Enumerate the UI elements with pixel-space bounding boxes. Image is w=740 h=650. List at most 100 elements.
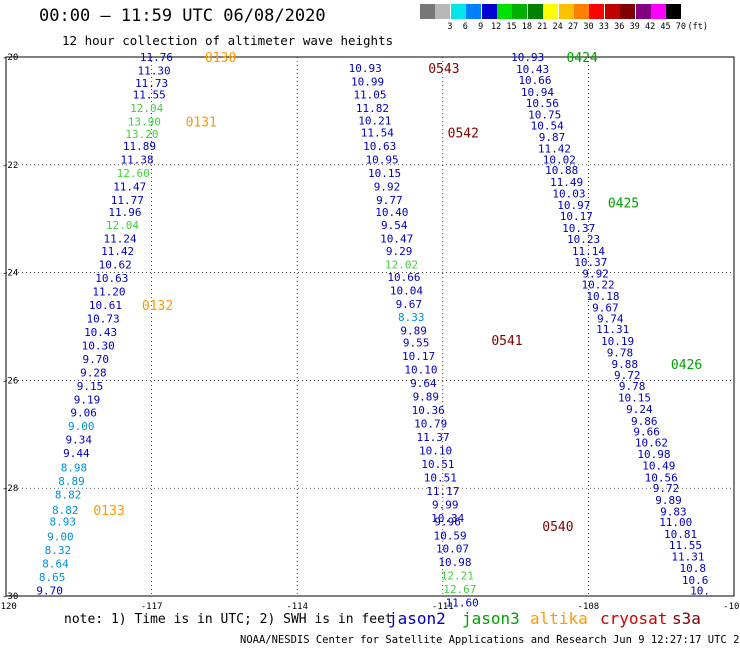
swh-value-label: 9.86	[631, 415, 658, 428]
swh-value-label: 10.94	[521, 86, 554, 99]
scale-label: 45	[660, 22, 671, 32]
swh-value-label: 9.89	[413, 391, 440, 404]
y-tick-label: -26	[2, 376, 18, 386]
swh-value-label: 9.89	[400, 324, 427, 337]
swh-value-label: 8.64	[42, 558, 69, 571]
swh-value-label: 9.28	[80, 366, 107, 379]
swh-value-label: 10.17	[402, 350, 435, 363]
swh-value-label: 8.65	[39, 571, 66, 584]
swh-value-label: 10.73	[87, 312, 120, 325]
legend-item-cryosat: cryosat	[600, 609, 668, 628]
pass-time-label: 0426	[671, 358, 702, 373]
scale-label: 18	[521, 22, 533, 32]
footer-note: note: 1) Time is in UTC; 2) SWH is in fe…	[64, 612, 393, 627]
pass-time-label: 0424	[567, 51, 598, 66]
swh-value-label: 9.29	[386, 245, 413, 258]
scale-swatch	[620, 4, 636, 19]
swh-value-label: 8.82	[52, 504, 79, 517]
x-tick-label: -117	[141, 602, 163, 612]
swh-value-label: 8.93	[50, 516, 77, 529]
scale-swatch	[450, 4, 466, 19]
scale-label: 27	[567, 22, 579, 32]
x-tick-label: -105	[723, 602, 740, 612]
page-title: 00:00 – 11:59 UTC 06/08/2020	[39, 6, 326, 26]
x-tick-label: -114	[286, 602, 308, 612]
pass-time-label: 0542	[448, 126, 479, 141]
swh-value-label: 10.04	[390, 284, 423, 297]
swh-value-label: 9.24	[626, 403, 653, 416]
swh-value-label: 11.42	[101, 245, 134, 258]
scale-swatch	[604, 4, 620, 19]
scale-swatch	[651, 4, 666, 19]
swh-value-label: 12.67	[443, 583, 476, 596]
swh-value-label: 10.63	[363, 140, 396, 153]
swh-value-label: 10.56	[526, 97, 559, 110]
swh-value-label: 10.54	[531, 119, 564, 132]
swh-value-label: 10.36	[412, 404, 445, 417]
swh-value-label: 10.99	[351, 75, 384, 88]
swh-value-label: 10.40	[375, 206, 408, 219]
swh-value-label: 10.15	[368, 167, 401, 180]
legend-item-jason2: jason2	[388, 609, 446, 628]
swh-value-label: 11.82	[356, 102, 389, 115]
scale-label: 33	[598, 22, 610, 32]
swh-value-label: 10.62	[99, 259, 132, 272]
pass-time-label: 0425	[608, 197, 639, 212]
swh-value-label: 10.6	[682, 574, 709, 587]
swh-value-label: 10.63	[95, 272, 128, 285]
swh-value-label: 11.77	[111, 194, 144, 207]
swh-value-label: 10.34	[431, 512, 464, 525]
swh-value-label: 11.31	[671, 551, 704, 564]
swh-value-label: 10.10	[419, 444, 452, 457]
swh-value-label: 10.93	[349, 62, 382, 75]
swh-value-label: 11.14	[572, 245, 605, 258]
pass-time-label: 0133	[93, 504, 124, 519]
pass-time-label: 0541	[491, 334, 522, 349]
swh-value-label: 10.43	[516, 63, 549, 76]
swh-value-label: 10.02	[543, 153, 576, 166]
swh-value-label: 10.19	[601, 335, 634, 348]
swh-value-label: 11.47	[113, 180, 146, 193]
swh-value-label: 12.04	[106, 219, 139, 232]
pass-time-label: 0132	[142, 299, 173, 314]
scale-swatch	[527, 4, 543, 19]
swh-value-label: 9.92	[374, 180, 401, 193]
swh-value-label: 11.24	[103, 233, 136, 246]
swh-value-label: 11.05	[353, 89, 386, 102]
swh-value-label: 12.04	[130, 102, 163, 115]
swh-value-label: 9.00	[68, 420, 95, 433]
credit-line: NOAA/NESDIS Center for Satellite Applica…	[240, 634, 740, 646]
y-tick-label: -24	[2, 269, 18, 279]
scale-swatch	[512, 4, 528, 19]
swh-value-label: 10.	[690, 585, 710, 598]
swh-value-label: 9.72	[653, 482, 680, 495]
swh-value-label: 11.17	[426, 485, 459, 498]
swh-value-label: 9.78	[607, 346, 634, 359]
swh-value-label: 10.30	[82, 339, 115, 352]
swh-value-label: 11.20	[92, 285, 125, 298]
scale-label: 21	[537, 22, 548, 32]
scale-swatch	[635, 4, 651, 19]
swh-value-label: 11.00	[659, 516, 692, 529]
swh-value-label: 10.03	[552, 187, 585, 200]
legend-item-s3a: s3a	[672, 609, 701, 628]
swh-value-label: 11.73	[135, 77, 168, 90]
swh-value-label: 11.38	[120, 153, 153, 166]
swh-value-label: 10.43	[84, 326, 117, 339]
scale-label: 9	[478, 22, 484, 32]
swh-value-label: 9.89	[655, 494, 682, 507]
swh-value-label: 9.74	[597, 312, 624, 325]
swh-value-label: 11.55	[133, 89, 166, 102]
scale-label: 39	[629, 22, 640, 32]
swh-value-label: 10.81	[664, 528, 697, 541]
swh-value-label: 9.34	[66, 434, 93, 447]
swh-value-label: 11.96	[108, 206, 141, 219]
x-tick-label: -111	[432, 602, 454, 612]
swh-value-label: 10.95	[366, 153, 399, 166]
swh-value-label: 11.42	[538, 143, 571, 156]
scale-unit: (ft)	[687, 22, 709, 32]
scale-label: 3	[447, 22, 453, 32]
scale-swatch	[466, 4, 482, 19]
swh-value-label: 11.30	[137, 64, 170, 77]
